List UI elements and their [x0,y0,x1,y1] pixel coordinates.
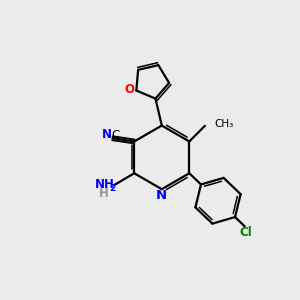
Text: H: H [99,187,109,200]
Text: N: N [101,128,112,141]
Text: NH: NH [94,178,115,191]
Text: O: O [125,82,135,96]
Text: C: C [111,129,119,142]
Text: N: N [156,189,167,202]
Text: CH₃: CH₃ [214,119,234,129]
Text: 2: 2 [110,184,116,193]
Text: Cl: Cl [240,226,252,239]
